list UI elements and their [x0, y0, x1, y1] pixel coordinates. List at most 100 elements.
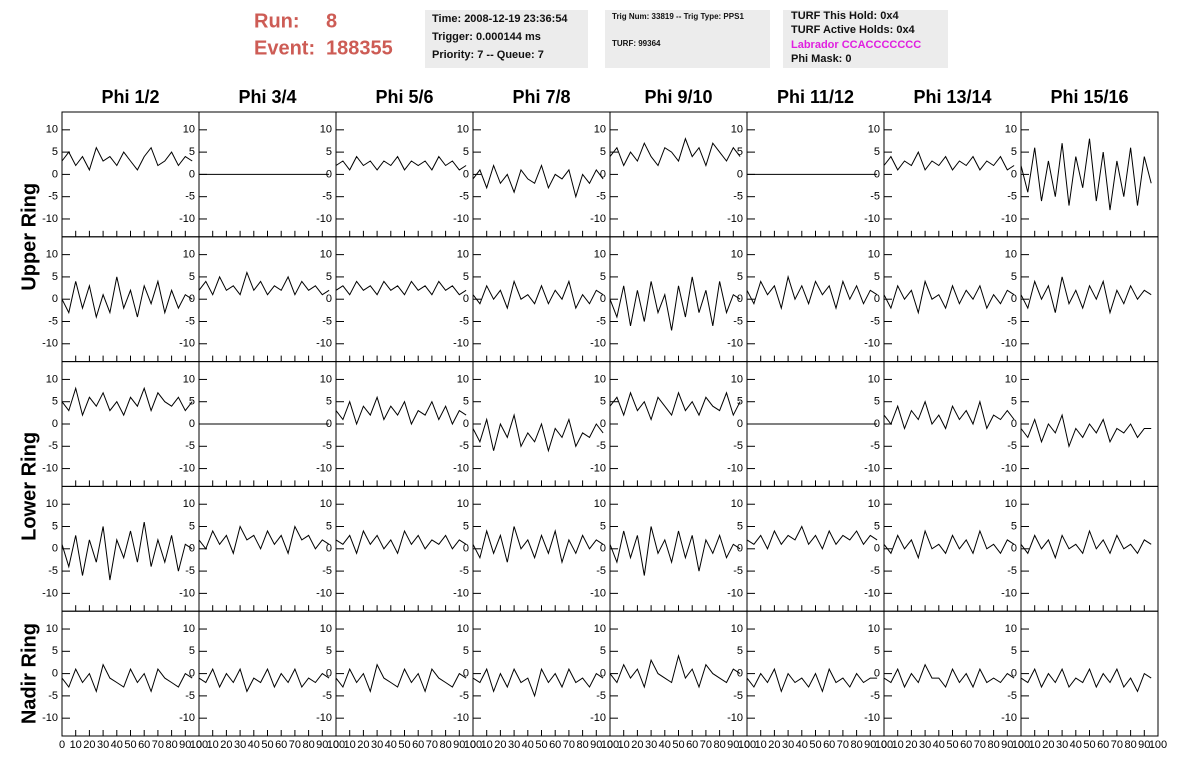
y-tick-label: 0: [1011, 168, 1017, 180]
y-tick-label: -10: [864, 338, 880, 350]
y-tick-label: 10: [731, 498, 743, 510]
x-tick-label: 90: [453, 739, 465, 751]
y-tick-label: 10: [183, 373, 195, 385]
y-tick-label: 10: [868, 124, 880, 136]
y-tick-label: -5: [596, 440, 606, 452]
x-tick-label: 60: [138, 739, 150, 751]
y-tick-label: 0: [463, 668, 469, 680]
x-tick-label: 50: [535, 739, 547, 751]
x-tick-label: 30: [234, 739, 246, 751]
info-text: TURF This Hold: 0x4: [791, 10, 899, 22]
x-tick-label: 50: [672, 739, 684, 751]
y-tick-label: 5: [326, 520, 332, 532]
y-tick-label: 10: [46, 623, 58, 635]
column-title: Phi 13/14: [913, 87, 991, 107]
y-tick-label: -10: [453, 587, 469, 599]
x-tick-label: 10: [344, 739, 356, 751]
y-tick-label: 10: [183, 249, 195, 261]
y-tick-label: 10: [594, 249, 606, 261]
y-tick-label: 0: [737, 418, 743, 430]
ring-label: Nadir Ring: [18, 623, 40, 724]
y-tick-label: 0: [737, 668, 743, 680]
y-tick-label: 5: [600, 146, 606, 158]
x-tick-label: 30: [97, 739, 109, 751]
y-tick-label: 0: [874, 668, 880, 680]
x-tick-label: 20: [83, 739, 95, 751]
x-tick-label: 40: [1070, 739, 1082, 751]
y-tick-label: -10: [179, 462, 195, 474]
y-tick-label: -10: [1001, 213, 1017, 225]
y-tick-label: 0: [874, 543, 880, 555]
info-text: Trigger: 0.000144 ms: [432, 31, 541, 43]
y-tick-label: 10: [1005, 373, 1017, 385]
y-tick-label: -5: [1007, 191, 1017, 203]
x-tick-label: 40: [248, 739, 260, 751]
y-tick-label: 5: [737, 396, 743, 408]
waveform: [198, 667, 330, 693]
y-tick-label: -10: [179, 712, 195, 724]
x-tick-label: 80: [439, 739, 451, 751]
y-tick-label: -5: [48, 315, 58, 327]
x-tick-label: 70: [1111, 739, 1123, 751]
y-tick-label: -10: [590, 587, 606, 599]
event-label: Event:: [254, 37, 315, 59]
y-tick-label: -10: [179, 213, 195, 225]
info-text: TURF Active Holds: 0x4: [791, 24, 916, 36]
waveform: [609, 276, 741, 331]
column-title: Phi 5/6: [375, 87, 433, 107]
ring-label: Upper Ring: [18, 183, 40, 291]
x-tick-label: 100: [875, 739, 893, 751]
info-text: Time: 2008-12-19 23:36:54: [432, 13, 568, 25]
x-tick-label: 80: [713, 739, 725, 751]
info-box: [425, 10, 588, 68]
y-tick-label: -10: [42, 213, 58, 225]
y-tick-label: 0: [189, 168, 195, 180]
x-tick-label: 90: [179, 739, 191, 751]
x-tick-label: 100: [327, 739, 345, 751]
y-tick-label: 10: [457, 249, 469, 261]
y-tick-label: -10: [316, 587, 332, 599]
x-tick-label: 10: [1029, 739, 1041, 751]
x-tick-label: 70: [974, 739, 986, 751]
y-tick-label: -5: [459, 440, 469, 452]
x-tick-label: 80: [987, 739, 999, 751]
y-tick-label: 0: [52, 293, 58, 305]
y-tick-label: -10: [1001, 587, 1017, 599]
y-tick-label: 10: [46, 498, 58, 510]
y-tick-label: 5: [737, 520, 743, 532]
x-tick-label: 0: [744, 739, 750, 751]
waveform: [335, 280, 467, 296]
y-tick-label: 10: [868, 373, 880, 385]
waveform: [198, 525, 330, 555]
y-tick-label: 0: [737, 543, 743, 555]
y-tick-label: 5: [189, 520, 195, 532]
y-tick-label: 10: [320, 623, 332, 635]
y-tick-label: 0: [52, 668, 58, 680]
x-tick-label: 50: [124, 739, 136, 751]
waveform: [335, 663, 467, 694]
y-tick-label: 5: [1011, 396, 1017, 408]
y-tick-label: 0: [463, 168, 469, 180]
y-tick-label: -5: [459, 565, 469, 577]
y-tick-label: 5: [737, 645, 743, 657]
x-tick-label: 60: [549, 739, 561, 751]
y-tick-label: 0: [600, 168, 606, 180]
x-tick-label: 40: [933, 739, 945, 751]
x-tick-label: 40: [796, 739, 808, 751]
x-tick-label: 100: [1012, 739, 1030, 751]
y-tick-label: -10: [1001, 712, 1017, 724]
x-tick-label: 20: [768, 739, 780, 751]
waveform: [61, 276, 193, 319]
y-tick-label: -5: [185, 191, 195, 203]
y-tick-label: -10: [864, 712, 880, 724]
y-tick-label: 0: [1011, 668, 1017, 680]
column-title: Phi 3/4: [238, 87, 296, 107]
waveform: [1020, 529, 1152, 560]
y-tick-label: 0: [737, 168, 743, 180]
y-tick-label: 10: [731, 373, 743, 385]
waveform: [335, 395, 467, 426]
y-tick-label: 5: [463, 146, 469, 158]
waveform: [335, 155, 467, 171]
y-tick-label: 5: [874, 645, 880, 657]
y-tick-label: 10: [46, 249, 58, 261]
